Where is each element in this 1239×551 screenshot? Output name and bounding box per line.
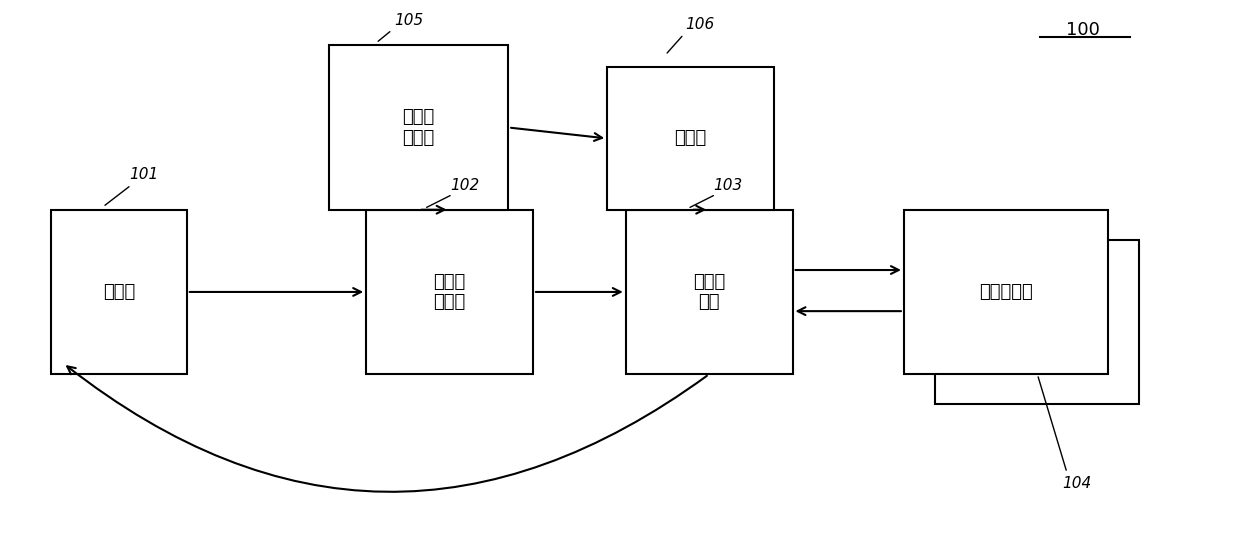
Text: 真实服务器: 真实服务器	[979, 283, 1032, 301]
Text: 100: 100	[1066, 20, 1100, 39]
Text: 102: 102	[450, 177, 479, 192]
Bar	[626, 210, 793, 374]
Bar	[607, 67, 774, 210]
Text: 103: 103	[714, 177, 743, 192]
Text: 元信息
服务器: 元信息 服务器	[403, 108, 435, 147]
Bar	[934, 240, 1139, 404]
Bar	[903, 210, 1108, 374]
Text: 元网络: 元网络	[674, 129, 706, 148]
FancyArrowPatch shape	[67, 366, 707, 492]
Text: 客户端: 客户端	[103, 283, 135, 301]
Text: 105: 105	[395, 13, 424, 28]
Text: 104: 104	[1062, 476, 1092, 491]
Bar	[366, 210, 533, 374]
Text: 106: 106	[685, 17, 715, 32]
Text: 101: 101	[129, 166, 159, 182]
Bar	[330, 45, 508, 210]
Text: 虚拟交
换机: 虚拟交 换机	[693, 273, 725, 311]
Text: 真实服务器: 真实服务器	[1012, 313, 1062, 331]
Bar	[51, 210, 187, 374]
Text: 负载均
衡网关: 负载均 衡网关	[434, 273, 466, 311]
